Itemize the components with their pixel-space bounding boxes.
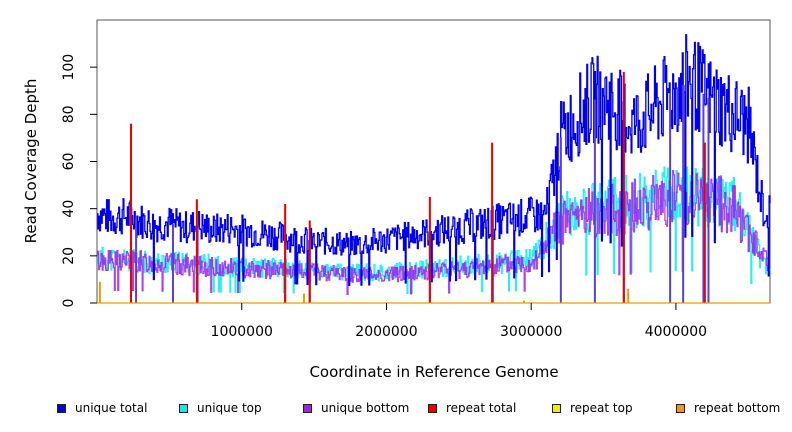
x-tick-label: 4000000 [645, 324, 707, 340]
legend-swatch [552, 403, 561, 413]
legend-label: repeat bottom [694, 401, 781, 415]
legend-swatch [303, 403, 312, 413]
y-tick-label: 0 [61, 299, 77, 308]
y-tick-label: 40 [61, 200, 77, 218]
legend-item-unique-total: unique total [57, 401, 147, 415]
series-line-unique-bottom [97, 169, 771, 295]
legend-swatch [57, 403, 66, 413]
legend-label: unique total [75, 401, 148, 415]
legend-item-unique-top: unique top [179, 401, 262, 415]
axes-layer: 0 20 40 60 80 100 1000000 2000000 3000000 4000000 [61, 54, 707, 340]
legend-label: unique top [197, 401, 262, 415]
y-axis-label: Read Coverage Depth [22, 79, 40, 244]
legend-label: repeat total [446, 401, 517, 415]
legend-item-unique-bottom: unique bottom [303, 401, 409, 415]
x-tick-label: 1000000 [211, 324, 273, 340]
legend-label: repeat top [570, 401, 633, 415]
legend-item-repeat-total: repeat total [428, 401, 516, 415]
legend-swatch [179, 403, 188, 413]
y-tick-label: 60 [61, 153, 77, 171]
x-axis-label: Coordinate in Reference Genome [309, 363, 558, 381]
legend-label: unique bottom [321, 401, 410, 415]
legend-item-repeat-bottom: repeat bottom [676, 401, 780, 415]
series-layer [97, 34, 771, 304]
chart-legend: unique total unique top unique bottom re… [0, 401, 792, 417]
x-tick-label: 2000000 [355, 324, 417, 340]
y-tick-label: 80 [61, 105, 77, 123]
legend-item-repeat-top: repeat top [552, 401, 633, 415]
y-tick-label: 100 [61, 54, 77, 81]
legend-swatch [676, 403, 685, 413]
y-tick-label: 20 [61, 247, 77, 265]
series-line-unique-total [97, 34, 771, 286]
legend-swatch [428, 403, 437, 413]
x-tick-label: 3000000 [500, 324, 562, 340]
